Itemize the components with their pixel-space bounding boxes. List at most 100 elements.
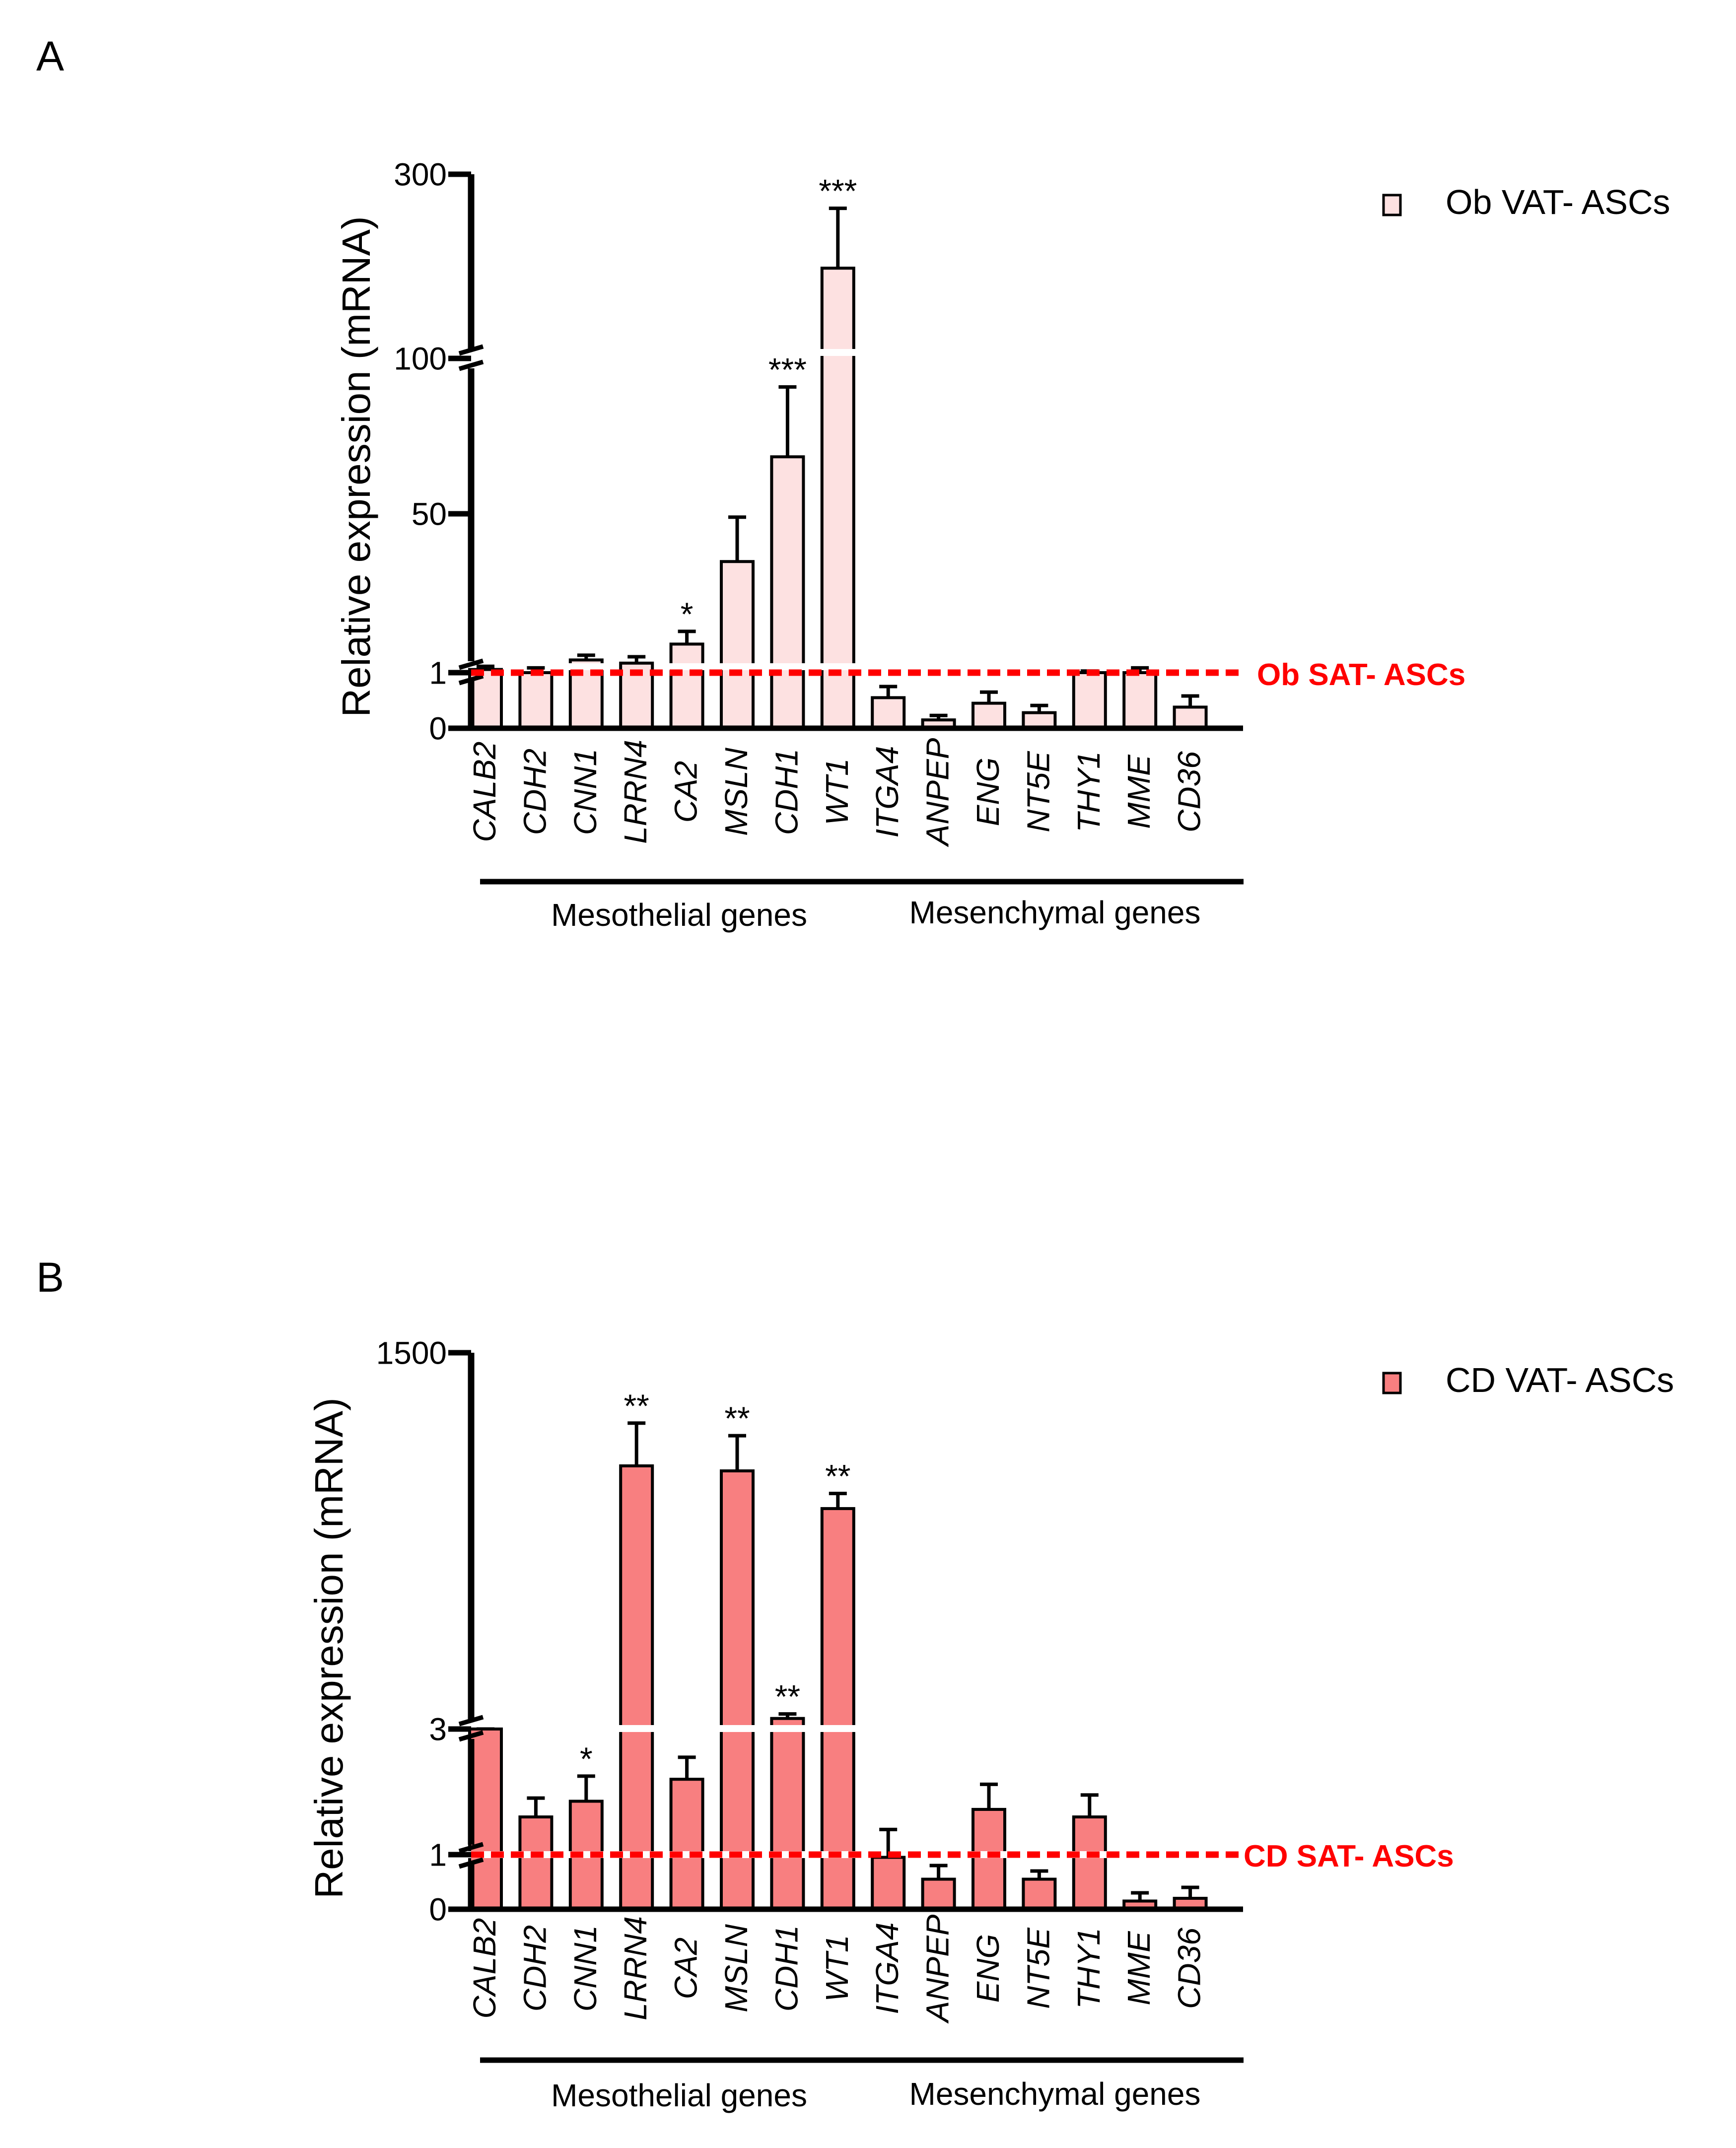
- bar: [720, 1469, 755, 1911]
- significance-label: **: [825, 1458, 850, 1495]
- legend-label: CD VAT- ASCs: [1446, 1361, 1674, 1399]
- category-label: ANPEP: [920, 738, 956, 847]
- category-label: LRRN4: [618, 740, 653, 844]
- panel-letter: B: [36, 1254, 64, 1301]
- category-label: CD36: [1172, 1928, 1207, 2009]
- bar: [1072, 671, 1107, 730]
- legend: Ob VAT- ASCs: [1382, 183, 1670, 221]
- category-label: NT5E: [1020, 1927, 1056, 2009]
- category-label: THY1: [1071, 751, 1107, 832]
- tick-label: 0: [429, 710, 447, 746]
- bar: [820, 1507, 855, 1911]
- category-label: LRRN4: [618, 1916, 653, 2020]
- y-axis-label: Relative expression (mRNA): [307, 1397, 351, 1898]
- category-label: CDH2: [517, 1925, 553, 2011]
- group-label: Mesenchymal genes: [909, 2076, 1201, 2112]
- legend: CD VAT- ASCs: [1382, 1361, 1674, 1399]
- group-brackets: Mesothelial genes Mesenchymal genes: [480, 879, 1244, 933]
- category-label: CDH1: [768, 1925, 804, 2011]
- tick-label: 1: [429, 1837, 447, 1872]
- category-label: CNN1: [567, 749, 603, 835]
- category-labels: CALB2 CDH2 CNN1 LRRN4 CA2 MSLN CDH1 WT1 ITGA4 ANP…: [467, 1914, 1207, 2024]
- legend-swatch: [1382, 194, 1402, 216]
- tick-label: 1: [429, 655, 447, 691]
- bars: *******: [468, 173, 1208, 730]
- bar-break-gap: [769, 1725, 806, 1732]
- significance-label: ***: [768, 351, 807, 388]
- category-label: MME: [1121, 1931, 1157, 2006]
- category-label: CDH2: [517, 749, 553, 835]
- reference-line: Ob SAT- ASCs: [471, 658, 1465, 692]
- panel-a: A Relative expression (mRNA) Ob VAT- ASC…: [36, 33, 1670, 933]
- reference-label: CD SAT- ASCs: [1244, 1839, 1454, 1873]
- category-label: MME: [1121, 754, 1157, 829]
- reference-line: CD SAT- ASCs: [471, 1839, 1454, 1873]
- category-label: CD36: [1172, 751, 1207, 832]
- bar-break-gap: [719, 1725, 755, 1732]
- y-axis-label: Relative expression (mRNA): [334, 216, 378, 717]
- category-label: NT5E: [1020, 751, 1056, 832]
- bar: [871, 1856, 906, 1911]
- tick-label: 0: [429, 1891, 447, 1927]
- category-label: ANPEP: [920, 1914, 956, 2024]
- group-label: Mesothelial genes: [551, 2078, 807, 2113]
- bar: [1072, 1815, 1107, 1911]
- bars: *** ******: [468, 1387, 1208, 1911]
- category-label: MSLN: [718, 1924, 754, 2012]
- tick-label: 3: [429, 1711, 447, 1747]
- y-axis: 0 1 3 1500: [376, 1335, 1243, 1927]
- legend-label: Ob VAT- ASCs: [1446, 183, 1670, 221]
- category-label: CA2: [668, 1938, 704, 2000]
- bar: [1022, 1877, 1057, 1911]
- group-label: Mesenchymal genes: [909, 895, 1201, 930]
- tick-label: 300: [394, 156, 447, 192]
- category-label: CDH1: [768, 749, 804, 835]
- category-label: CA2: [668, 761, 704, 823]
- bar: [669, 642, 704, 730]
- bar-break-gap: [568, 663, 604, 670]
- panel-b: B Relative expression (mRNA) CD VAT- ASC…: [36, 1254, 1674, 2113]
- group-brackets: Mesothelial genes Mesenchymal genes: [480, 2057, 1244, 2113]
- bar: [972, 1807, 1006, 1911]
- tick-label: 50: [412, 496, 447, 532]
- bar: [871, 696, 906, 730]
- bar-break-gap: [719, 663, 755, 670]
- bar: [1173, 705, 1208, 730]
- bar: [619, 1464, 654, 1911]
- bar: [468, 1727, 503, 1911]
- significance-label: **: [724, 1400, 750, 1437]
- panel-letter: A: [36, 33, 64, 79]
- bar: [518, 671, 554, 730]
- category-label: ENG: [970, 758, 1006, 827]
- category-label: CALB2: [467, 742, 502, 842]
- bar-break-gap: [769, 663, 806, 670]
- category-label: ITGA4: [869, 746, 905, 838]
- significance-label: *: [580, 1740, 593, 1777]
- bar: [770, 1717, 805, 1911]
- category-label: WT1: [819, 1935, 855, 2002]
- significance-label: *: [681, 596, 694, 632]
- significance-label: ***: [819, 173, 857, 209]
- category-label: CNN1: [567, 1925, 603, 2011]
- category-labels: CALB2 CDH2 CNN1 LRRN4 CA2 MSLN CDH1 WT1 ITGA4 ANP…: [467, 738, 1207, 847]
- bar-break-gap: [820, 349, 856, 356]
- category-label: THY1: [1071, 1928, 1107, 2009]
- bar: [770, 455, 805, 730]
- tick-label: 100: [394, 341, 447, 376]
- category-label: ENG: [970, 1934, 1006, 2003]
- bar-break-gap: [820, 1725, 856, 1732]
- bar-break-gap: [669, 663, 705, 670]
- bar: [1122, 671, 1158, 730]
- category-label: ITGA4: [869, 1923, 905, 2014]
- bar: [669, 1778, 704, 1911]
- tick-label: 1500: [376, 1335, 447, 1371]
- significance-label: **: [624, 1387, 649, 1424]
- bar-break-gap: [619, 1725, 655, 1732]
- legend-swatch: [1382, 1372, 1402, 1394]
- bar-break-gap: [820, 663, 856, 670]
- group-label: Mesothelial genes: [551, 897, 807, 933]
- bar: [972, 701, 1006, 730]
- bar: [921, 1877, 956, 1911]
- category-label: CALB2: [467, 1918, 502, 2019]
